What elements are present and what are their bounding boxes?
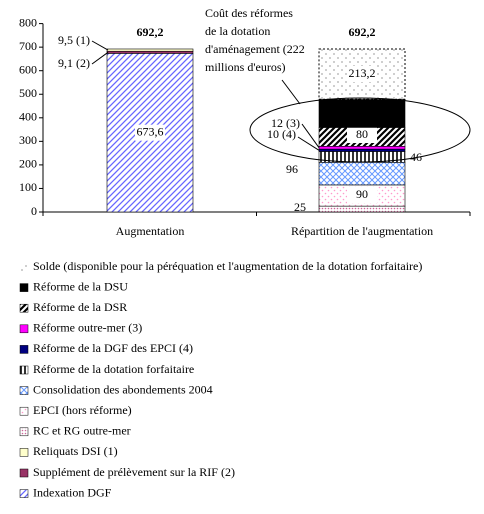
legend-label: RC et RG outre-mer (33, 424, 131, 438)
y-tick-label: 200 (19, 157, 37, 171)
value-label: 80 (356, 127, 368, 141)
value-label: 12 (3) (271, 116, 300, 130)
annotation-ellipse (249, 97, 471, 163)
legend-label: Réforme de la DSR (33, 300, 127, 314)
legend-label: Consolidation des abondements 2004 (33, 382, 213, 396)
y-tick-label: 800 (19, 15, 37, 29)
y-tick-label: 300 (19, 133, 37, 147)
annotation-leader (281, 79, 301, 105)
value-label: 673,6 (137, 124, 164, 138)
legend-swatch (19, 427, 29, 437)
legend-swatch (19, 283, 29, 292)
legend-swatch (19, 365, 29, 375)
value-label: 96 (286, 162, 298, 176)
label-bg (135, 124, 165, 141)
bar-segment (318, 148, 406, 152)
bar-segment (318, 162, 406, 186)
legend-label: Réforme de la DSU (33, 279, 128, 293)
legend-swatch (19, 468, 29, 478)
value-label: 25 (294, 200, 306, 214)
legend-label: Réforme de la DGF des EPCI (4) (33, 341, 193, 355)
value-label: 213,2 (349, 66, 376, 80)
bar-segment (318, 98, 406, 128)
x-tick-label: Répartition de l'augmentation (291, 224, 433, 238)
total-label: 692,2 (137, 25, 164, 39)
annotation: de la dotation (205, 24, 270, 38)
legend-label: Reliquats DSI (1) (33, 444, 118, 458)
leader-line (91, 51, 109, 65)
y-tick-label: 500 (19, 86, 37, 100)
bar-segment (318, 145, 406, 150)
leader-line (91, 40, 109, 51)
bar-segment (318, 205, 406, 213)
legend-swatch (20, 263, 28, 271)
label-bg (347, 127, 377, 143)
y-tick-label: 0 (31, 204, 37, 218)
y-tick-label: 700 (19, 39, 37, 53)
legend-swatch (19, 448, 29, 457)
value-label: 46 (410, 150, 422, 164)
legend-label: Réforme de la dotation forfaitaire (33, 362, 194, 376)
value-label: 90 (356, 187, 368, 201)
annotation: millions d'euros) (205, 60, 286, 74)
legend-label: EPCI (hors réforme) (33, 403, 132, 417)
label-bg (347, 187, 377, 203)
legend-swatch (19, 345, 29, 354)
annotation: d'aménagement (222 (205, 42, 305, 56)
y-tick-label: 600 (19, 62, 37, 76)
y-tick-label: 100 (19, 180, 37, 194)
legend-swatch (19, 386, 29, 395)
leader-line (297, 136, 320, 151)
value-label: 10 (4) (267, 127, 296, 141)
legend-label: Réforme outre-mer (3) (33, 321, 142, 335)
value-label: 9,1 (2) (58, 56, 90, 70)
x-tick-label: Augmentation (116, 224, 185, 238)
legend-swatch (19, 303, 29, 313)
bar-segment (106, 48, 194, 52)
legend-swatch (19, 324, 29, 334)
legend-label: Supplément de prélèvement sur la RIF (2) (33, 465, 235, 479)
bar-segment (106, 50, 194, 54)
legend-label: Solde (disponible pour la péréquation et… (33, 259, 422, 273)
value-label: 9,5 (1) (58, 33, 90, 47)
legend-label: Indexation DGF (33, 485, 112, 499)
legend-swatch (19, 406, 29, 416)
y-tick-label: 400 (19, 110, 37, 124)
leader-line (301, 123, 320, 148)
legend-swatch (19, 489, 29, 498)
annotation: Coût des réformes (205, 6, 293, 20)
total-label: 692,2 (349, 25, 376, 39)
label-bg (347, 66, 377, 82)
